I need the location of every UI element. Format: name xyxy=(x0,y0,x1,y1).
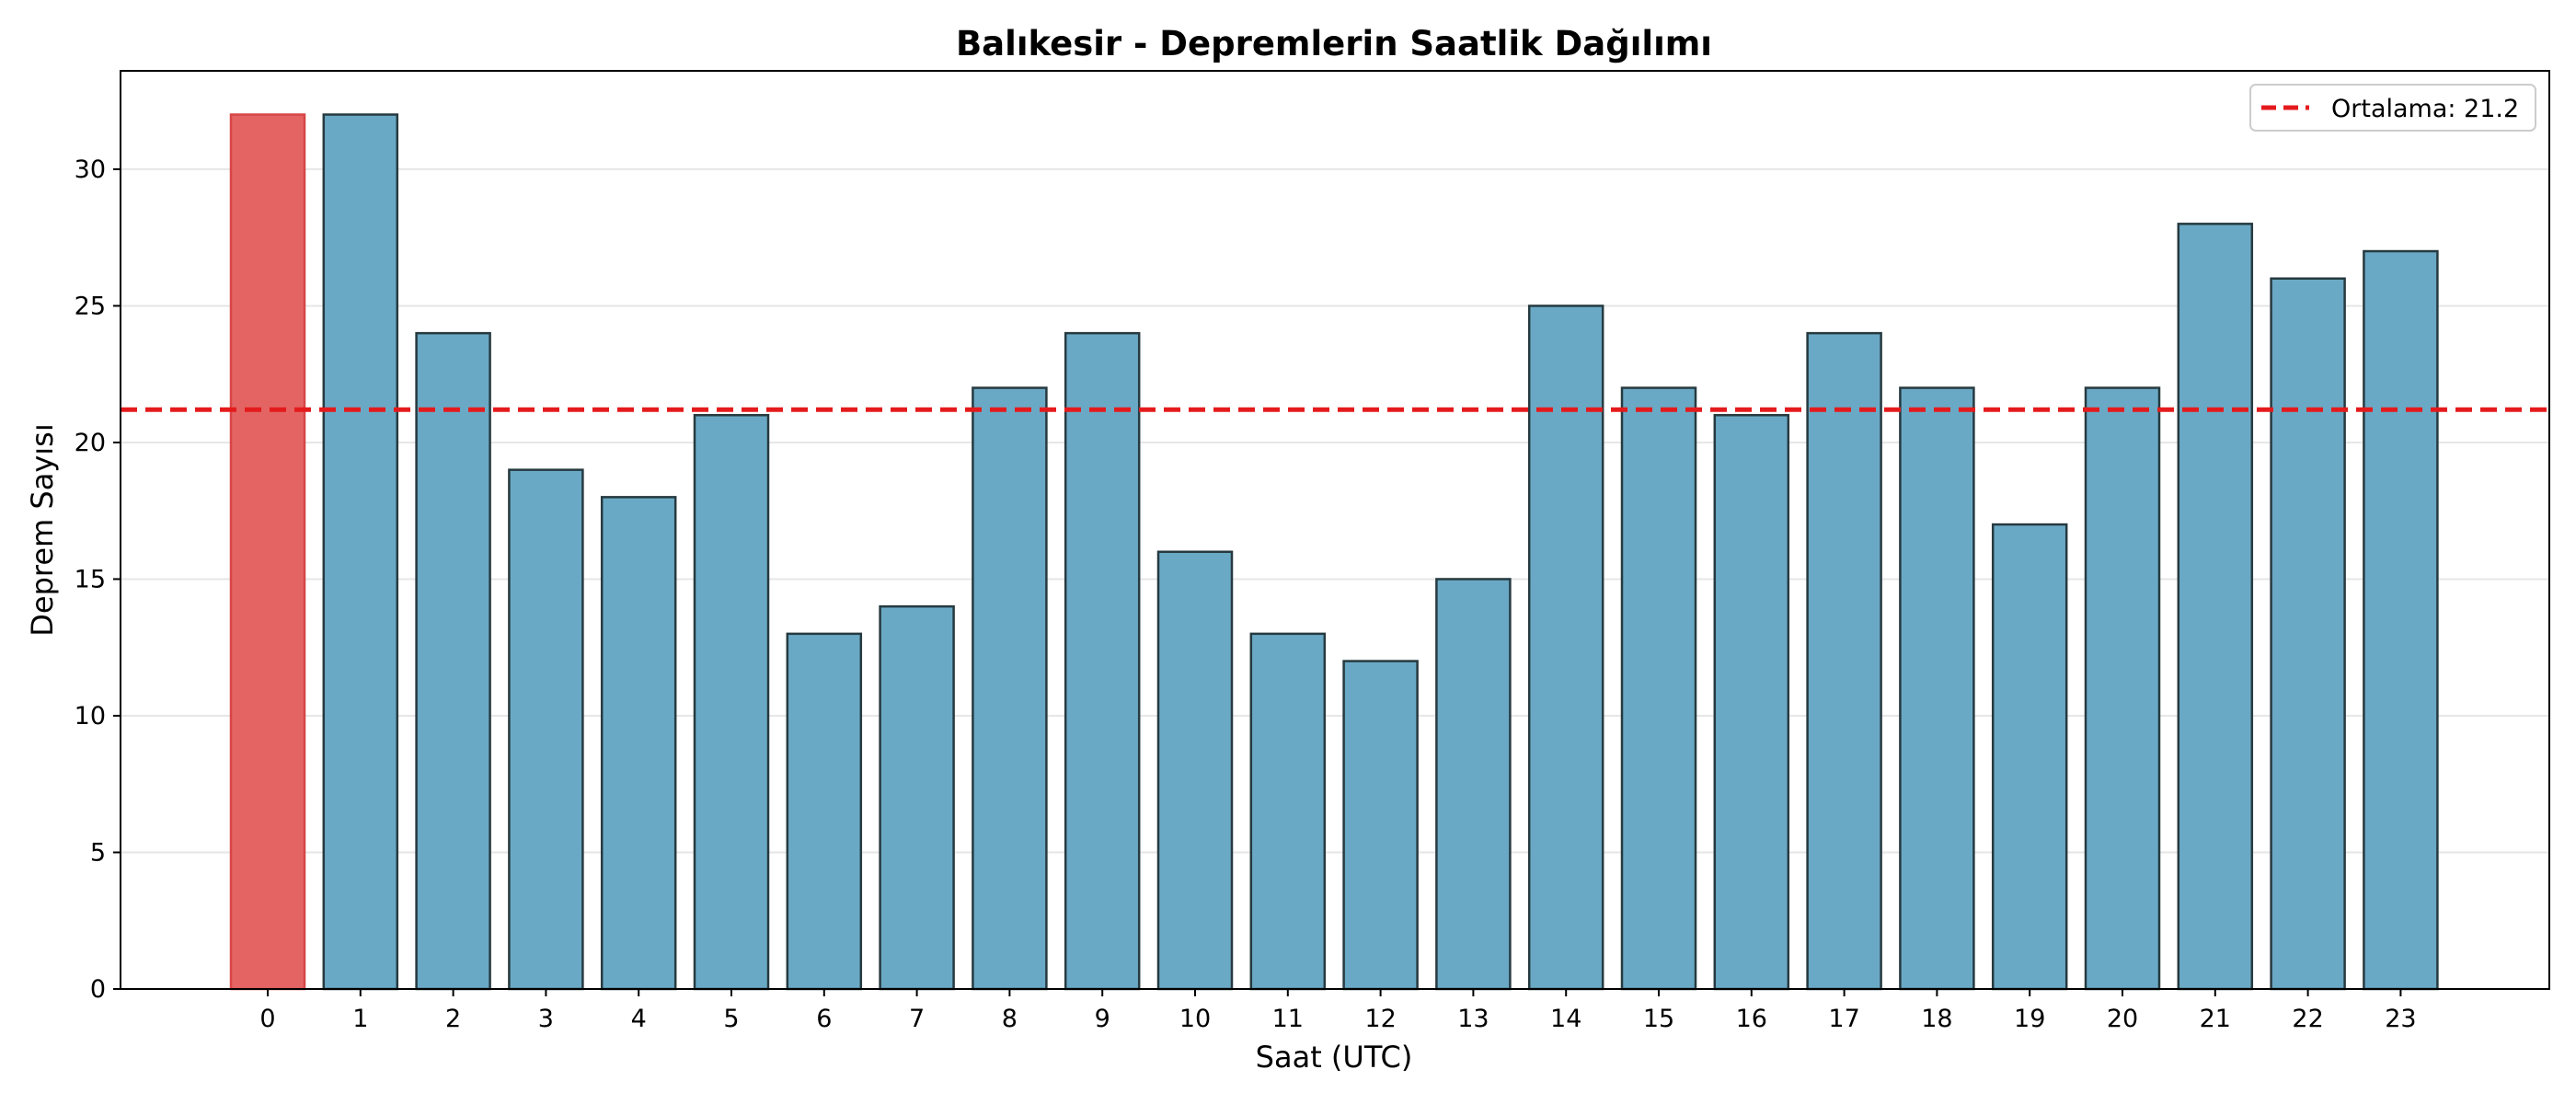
bar-hour-11 xyxy=(1249,632,1327,991)
bar-hour-8 xyxy=(972,386,1048,991)
bar-hour-1 xyxy=(322,113,399,991)
x-tick-label: 20 xyxy=(2107,1005,2138,1033)
bar-hour-5 xyxy=(693,414,770,991)
x-tick-label: 9 xyxy=(1095,1005,1110,1033)
x-axis-ticks: 0 1 2 3 4 5 6 7 8 9 10 11 12 13 14 15 16 17 18 19 20 21 22 23 xyxy=(259,989,2417,1033)
x-tick-label: 3 xyxy=(538,1005,554,1033)
bar-hour-16 xyxy=(1713,414,1790,991)
x-tick-label: 2 xyxy=(445,1005,461,1033)
x-tick-label: 15 xyxy=(1643,1005,1674,1033)
y-tick-label: 25 xyxy=(75,292,106,320)
x-tick-label: 10 xyxy=(1179,1005,1211,1033)
legend: Ortalama: 21.2 xyxy=(2249,84,2536,132)
bar-hour-7 xyxy=(879,604,955,991)
x-tick-label: 8 xyxy=(1002,1005,1018,1033)
x-tick-label: 6 xyxy=(816,1005,832,1033)
bar-hour-13 xyxy=(1435,578,1512,991)
x-tick-label: 19 xyxy=(2014,1005,2045,1033)
x-tick-label: 13 xyxy=(1457,1005,1489,1033)
plot-frame xyxy=(120,70,2550,990)
x-axis-label: Saat (UTC) xyxy=(1256,1040,1413,1075)
y-tick-label: 15 xyxy=(75,565,106,593)
x-tick-label: 14 xyxy=(1550,1005,1581,1033)
x-tick-label: 4 xyxy=(631,1005,647,1033)
x-tick-label: 21 xyxy=(2200,1005,2231,1033)
bar-hour-2 xyxy=(415,331,491,991)
y-tick-label: 5 xyxy=(90,838,106,867)
bar-hour-18 xyxy=(1899,386,1975,991)
bar-hour-17 xyxy=(1806,331,1882,991)
chart-title: Balıkesir - Depremlerin Saatlik Dağılımı xyxy=(956,24,1712,63)
bar-hour-20 xyxy=(2084,386,2161,991)
x-tick-label: 0 xyxy=(259,1005,275,1033)
legend-mean-label: Ortalama: 21.2 xyxy=(2331,95,2519,123)
bar-hour-23 xyxy=(2363,249,2439,991)
y-tick-label: 20 xyxy=(75,429,106,457)
bar-hour-12 xyxy=(1342,660,1419,991)
x-tick-label: 11 xyxy=(1272,1005,1304,1033)
bar-hour-9 xyxy=(1064,331,1141,991)
y-axis-ticks: 0 5 10 15 20 25 30 xyxy=(75,155,121,1004)
legend-box xyxy=(2249,84,2536,132)
bar-hour-19 xyxy=(1991,523,2068,991)
x-tick-label: 16 xyxy=(1736,1005,1767,1033)
y-axis-label: Deprem Sayısı xyxy=(25,423,60,636)
bar-hour-4 xyxy=(600,496,677,991)
bar-hour-15 xyxy=(1620,386,1697,991)
bars xyxy=(229,113,2439,991)
x-tick-label: 7 xyxy=(909,1005,925,1033)
bar-hour-0 xyxy=(229,113,306,991)
x-tick-label: 1 xyxy=(352,1005,368,1033)
bar-hour-22 xyxy=(2270,277,2346,991)
y-tick-label: 30 xyxy=(75,155,106,184)
x-tick-label: 5 xyxy=(723,1005,739,1033)
bar-hour-6 xyxy=(786,632,863,991)
x-tick-label: 18 xyxy=(1921,1005,1952,1033)
y-tick-label: 10 xyxy=(75,702,106,730)
x-tick-label: 17 xyxy=(1828,1005,1859,1033)
x-tick-label: 23 xyxy=(2385,1005,2416,1033)
bar-hour-21 xyxy=(2177,223,2254,991)
x-tick-label: 22 xyxy=(2292,1005,2323,1033)
bar-hour-3 xyxy=(508,468,584,991)
bar-hour-10 xyxy=(1156,550,1234,991)
y-tick-label: 0 xyxy=(90,975,106,1004)
x-tick-label: 12 xyxy=(1364,1005,1396,1033)
